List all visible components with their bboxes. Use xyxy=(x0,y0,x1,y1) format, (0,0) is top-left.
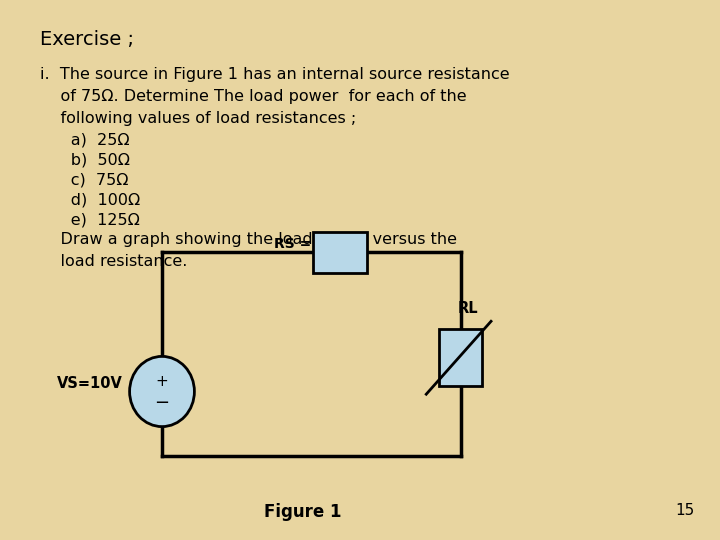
Text: Figure 1: Figure 1 xyxy=(264,503,341,521)
Text: following values of load resistances ;: following values of load resistances ; xyxy=(40,111,356,126)
Text: RS = 75Ω: RS = 75Ω xyxy=(274,237,347,251)
Text: i.  The source in Figure 1 has an internal source resistance: i. The source in Figure 1 has an interna… xyxy=(40,68,509,83)
Ellipse shape xyxy=(130,356,194,427)
Text: VS=10V: VS=10V xyxy=(57,376,122,391)
Text: load resistance.: load resistance. xyxy=(40,254,187,269)
Text: a)  25Ω: a) 25Ω xyxy=(40,132,129,147)
Text: +: + xyxy=(156,374,168,389)
Text: c)  75Ω: c) 75Ω xyxy=(40,172,128,187)
Text: Exercise ;: Exercise ; xyxy=(40,30,134,49)
Text: Draw a graph showing the load power versus the: Draw a graph showing the load power vers… xyxy=(40,232,456,247)
Bar xyxy=(439,329,482,386)
Text: d)  100Ω: d) 100Ω xyxy=(40,192,140,207)
Text: of 75Ω. Determine The load power  for each of the: of 75Ω. Determine The load power for eac… xyxy=(40,89,467,104)
Text: RL: RL xyxy=(457,301,478,316)
Text: −: − xyxy=(154,394,170,413)
Bar xyxy=(313,232,367,273)
Text: b)  50Ω: b) 50Ω xyxy=(40,152,130,167)
Text: 15: 15 xyxy=(675,503,695,518)
Text: e)  125Ω: e) 125Ω xyxy=(40,212,140,227)
